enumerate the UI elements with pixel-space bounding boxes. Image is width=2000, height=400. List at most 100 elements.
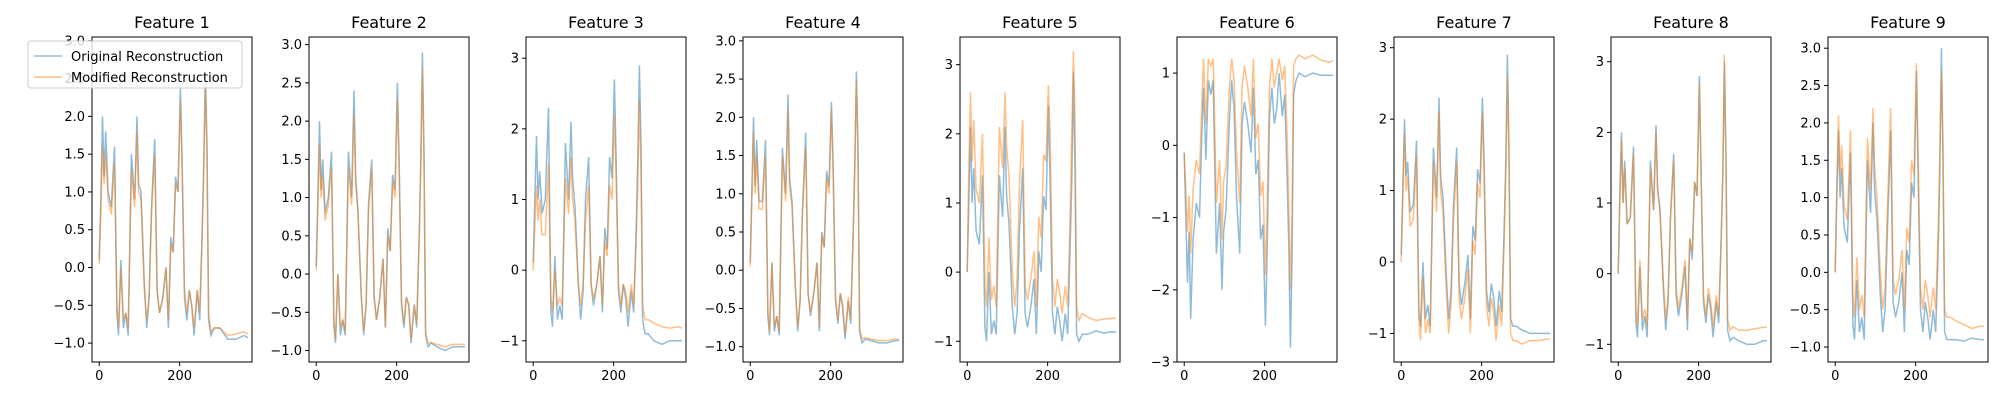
panel-feature-8: Feature 8 0 200 −1 0 1 2 3 <box>1585 13 1772 384</box>
y-tick-label: 0.5 <box>715 226 736 241</box>
y-tick-label: 0.5 <box>64 223 85 238</box>
panel-feature-5: Feature 5 0 200 −1 0 1 2 3 <box>934 13 1121 384</box>
series-modified-line <box>1834 63 1984 330</box>
y-tick-label: 3 <box>1596 55 1604 70</box>
y-tick-label: −1.0 <box>53 337 85 352</box>
x-tick-label: 0 <box>963 369 971 384</box>
y-tick-label: 1 <box>1162 67 1170 82</box>
series-modified-line <box>1183 54 1334 290</box>
legend: Original Reconstruction Modified Reconstr… <box>27 40 243 89</box>
panel-feature-3: Feature 3 0 200 −1 0 1 2 3 <box>500 13 687 384</box>
y-tick-label: 0.5 <box>1800 228 1821 243</box>
axes-frame <box>742 36 904 363</box>
y-tick-label: 2.0 <box>281 115 302 130</box>
series-modified-line <box>1617 54 1767 332</box>
x-tick-label: 200 <box>384 369 409 384</box>
y-tick-label: 2.0 <box>64 110 85 125</box>
series-modified-line <box>532 100 683 329</box>
panel-title: Feature 6 <box>1219 13 1295 32</box>
series-original-line <box>1834 48 1984 342</box>
axes-frame <box>308 36 470 363</box>
y-tick-label: 0 <box>1162 139 1170 154</box>
y-tick-label: 1.0 <box>281 191 302 206</box>
x-tick-label: 0 <box>529 369 537 384</box>
panel-title: Feature 5 <box>1002 13 1078 32</box>
x-tick-label: 200 <box>1686 369 1711 384</box>
panel-feature-6: Feature 6 0 200 −3 −2 −1 0 1 <box>1151 13 1338 384</box>
y-tick-label: 1.0 <box>1800 191 1821 206</box>
y-tick-label: −1.0 <box>704 340 736 355</box>
series-modified-line <box>315 67 465 348</box>
series-original-line <box>532 65 682 346</box>
y-tick-label: 1.5 <box>64 148 85 163</box>
y-tick-label: −0.5 <box>704 302 736 317</box>
y-tick-label: −0.5 <box>53 299 85 314</box>
y-tick-label: −1.0 <box>1789 341 1821 356</box>
y-tick-label: 0.5 <box>281 229 302 244</box>
y-tick-label: −1 <box>1151 211 1170 226</box>
y-tick-label: 3.0 <box>715 34 736 49</box>
y-tick-label: 0.0 <box>715 264 736 279</box>
series-modified-line <box>966 50 1116 323</box>
series-original-line <box>98 70 249 341</box>
axes-frame <box>1827 36 1989 363</box>
y-tick-label: 1 <box>511 193 519 208</box>
y-tick-label: 3 <box>945 58 953 73</box>
panel-title: Feature 8 <box>1653 13 1729 32</box>
series-modified-line <box>749 79 899 342</box>
y-tick-label: −1 <box>500 334 519 349</box>
x-tick-label: 200 <box>167 369 192 384</box>
y-tick-label: 2.0 <box>1800 116 1821 131</box>
y-tick-label: 1 <box>1596 197 1604 212</box>
y-tick-label: 1 <box>945 196 953 211</box>
y-tick-label: −1 <box>934 335 953 350</box>
x-tick-label: 0 <box>746 369 754 384</box>
x-tick-label: 0 <box>1831 369 1839 384</box>
y-tick-label: 1.5 <box>281 153 302 168</box>
panel-title: Feature 3 <box>568 13 644 32</box>
y-tick-label: 1.0 <box>715 187 736 202</box>
y-tick-label: 2.5 <box>281 76 302 91</box>
series-original-line <box>1400 54 1550 335</box>
y-tick-label: 0 <box>511 264 519 279</box>
panel-feature-2: Feature 2 0 200 −1.0 −0.5 0.0 0.5 1.0 1.5 2.0 2.5 3… <box>270 13 470 384</box>
y-tick-label: 3.0 <box>281 38 302 53</box>
y-tick-label: 0 <box>1379 256 1387 271</box>
axes-frame <box>91 36 253 363</box>
series-original-line <box>749 71 899 345</box>
x-tick-label: 200 <box>1035 369 1060 384</box>
panel-feature-9: Feature 9 0 200 −1.0 −0.5 0.0 0.5 1.0 1.5 2.0 2.5 3… <box>1789 13 1989 384</box>
x-tick-label: 200 <box>1252 369 1277 384</box>
y-tick-label: 1.5 <box>715 149 736 164</box>
y-tick-label: 2 <box>511 122 519 137</box>
y-tick-label: 0.0 <box>281 268 302 283</box>
y-tick-label: 1.5 <box>1800 154 1821 169</box>
panel-title: Feature 1 <box>134 13 210 32</box>
panel-title: Feature 2 <box>351 13 427 32</box>
series-original-line <box>1183 71 1333 348</box>
panel-feature-7: Feature 7 0 200 −1 0 1 2 3 <box>1368 13 1555 384</box>
y-tick-label: 3 <box>511 52 519 67</box>
y-tick-label: −3 <box>1151 356 1170 371</box>
y-tick-label: 1 <box>1379 184 1387 199</box>
y-tick-label: −1 <box>1368 327 1387 342</box>
y-tick-label: −0.5 <box>270 306 302 321</box>
panel-title: Feature 9 <box>1870 13 1946 32</box>
axes-frame <box>1393 36 1555 363</box>
legend-box <box>27 40 243 89</box>
y-tick-label: −0.5 <box>1789 303 1821 318</box>
axes-frame <box>1176 36 1338 363</box>
y-tick-label: 2.0 <box>715 111 736 126</box>
y-tick-label: 2 <box>1379 113 1387 128</box>
series-modified-line <box>98 86 249 337</box>
y-tick-label: 0.0 <box>1800 266 1821 281</box>
axes-frame <box>959 36 1121 363</box>
x-tick-label: 0 <box>1397 369 1405 384</box>
x-tick-label: 200 <box>818 369 843 384</box>
y-tick-label: 3.0 <box>1800 42 1821 57</box>
series-original-line <box>1617 61 1767 346</box>
y-tick-label: 3 <box>1379 41 1387 56</box>
legend-modified-label: Modified Reconstruction <box>71 71 228 86</box>
y-tick-label: 2.5 <box>715 73 736 88</box>
